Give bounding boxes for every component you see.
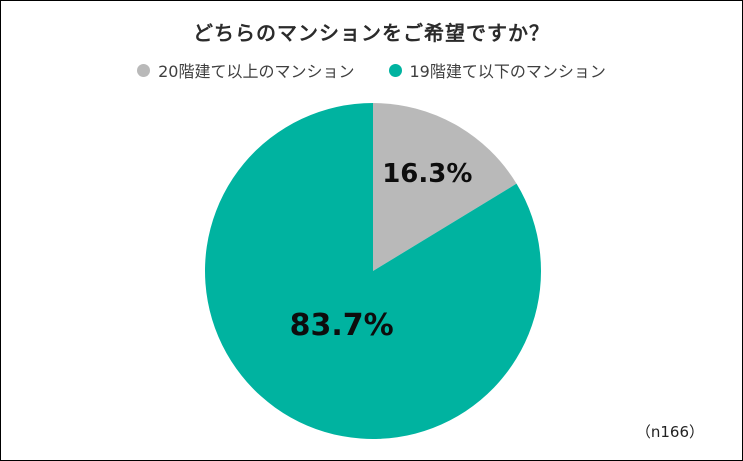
legend-label: 20階建て以上のマンション bbox=[158, 62, 355, 81]
pie-slice bbox=[205, 103, 542, 439]
pie-slice bbox=[373, 103, 517, 271]
legend-label: 19階建て以下のマンション bbox=[409, 62, 606, 81]
legend-item: 20階建て以上のマンション bbox=[137, 58, 355, 82]
legend: 20階建て以上のマンション 19階建て以下のマンション bbox=[1, 58, 742, 82]
legend-marker-icon bbox=[388, 63, 402, 77]
slice-value-label: 83.7% bbox=[290, 308, 394, 343]
slice-value-label: 16.3% bbox=[382, 159, 472, 189]
legend-marker-icon bbox=[137, 63, 151, 77]
sample-size-note: （n166） bbox=[635, 423, 704, 441]
legend-item: 19階建て以下のマンション bbox=[388, 58, 606, 82]
chart-title: どちらのマンションをご希望ですか？ bbox=[193, 21, 550, 45]
